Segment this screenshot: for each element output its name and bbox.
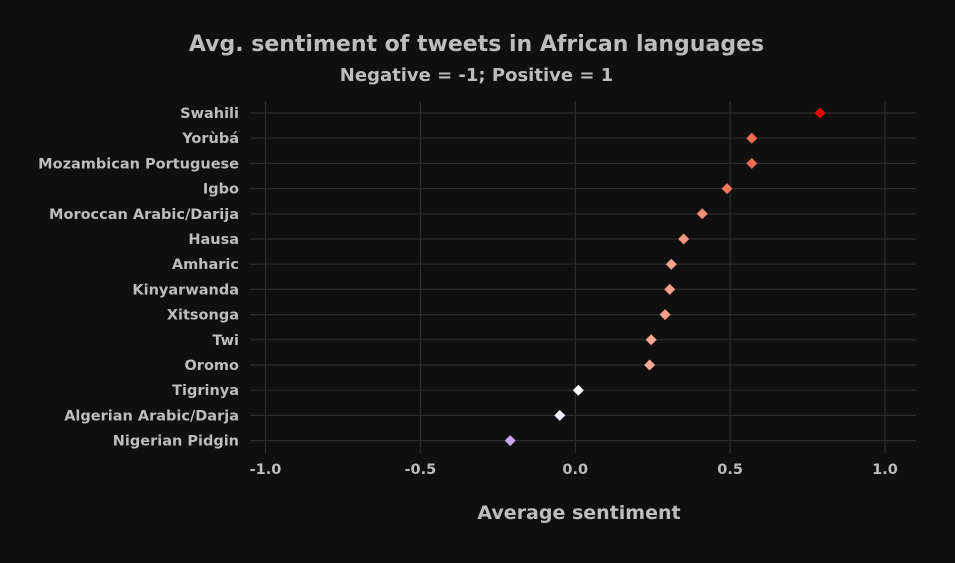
- data-point: [504, 435, 516, 447]
- y-tick-label: Swahili: [180, 106, 239, 122]
- y-tick-label: Algerian Arabic/Darja: [64, 408, 239, 424]
- y-tick-label: Moroccan Arabic/Darija: [49, 207, 239, 223]
- chart-title: Avg. sentiment of tweets in African lang…: [188, 32, 765, 57]
- y-tick-label: Igbo: [203, 182, 239, 198]
- y-tick-label: Hausa: [188, 232, 239, 248]
- chart-subtitle: Negative = -1; Positive = 1: [339, 65, 614, 86]
- x-tick-label: 0.0: [562, 462, 588, 478]
- data-point: [814, 107, 826, 119]
- data-point: [665, 258, 677, 270]
- y-tick-label: Xitsonga: [167, 308, 239, 324]
- data-point: [645, 334, 657, 346]
- data-point: [659, 309, 671, 321]
- y-tick-label: Kinyarwanda: [132, 282, 239, 298]
- y-tick-label: Twi: [212, 333, 239, 349]
- x-tick-label: -1.0: [250, 462, 282, 478]
- data-point: [572, 384, 584, 396]
- y-tick-label: Mozambican Portuguese: [38, 156, 239, 172]
- y-tick-label: Amharic: [172, 257, 239, 273]
- x-tick-label: -0.5: [405, 462, 437, 478]
- y-tick-label: Nigerian Pidgin: [113, 434, 239, 450]
- x-axis-label: Average sentiment: [477, 502, 680, 524]
- data-point: [696, 208, 708, 220]
- y-tick-label: Yorùbá: [181, 131, 239, 147]
- data-point: [746, 132, 758, 144]
- data-point: [678, 233, 690, 245]
- x-tick-label: 0.5: [717, 462, 743, 478]
- y-tick-label: Tigrinya: [172, 383, 239, 399]
- x-tick-label: 1.0: [872, 462, 898, 478]
- y-tick-label: Oromo: [184, 358, 239, 374]
- data-point: [644, 359, 656, 371]
- data-point: [554, 409, 566, 421]
- data-point: [721, 183, 733, 195]
- data-point: [746, 157, 758, 169]
- data-point: [664, 283, 676, 295]
